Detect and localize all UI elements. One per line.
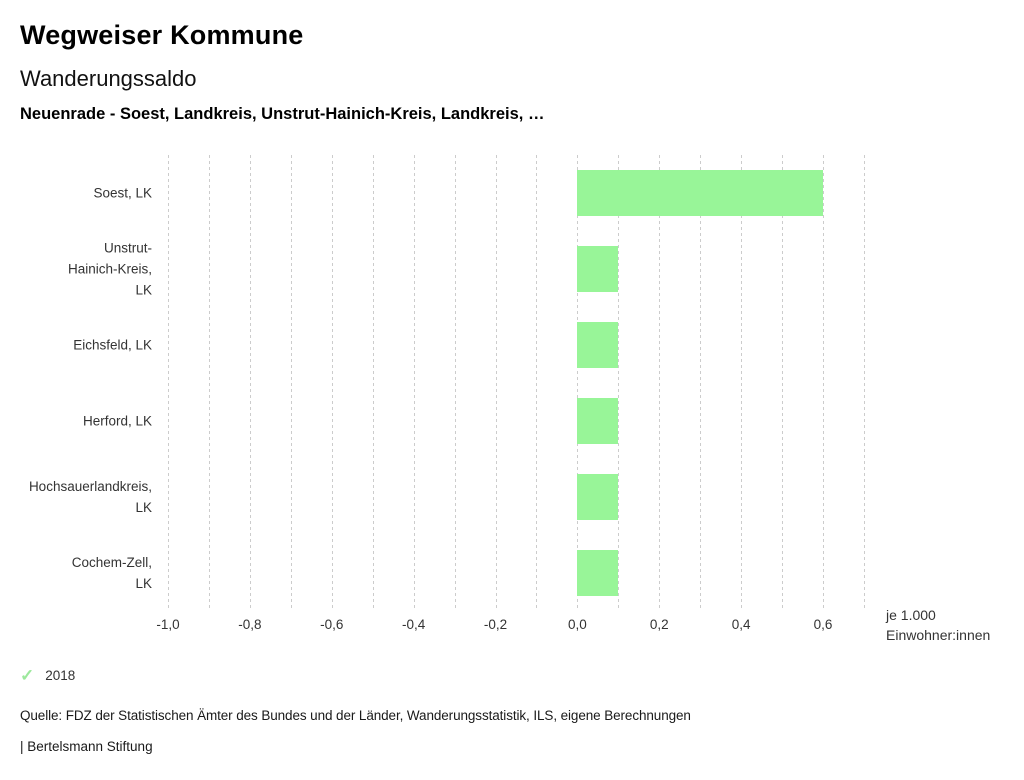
category-label: Cochem-Zell, LK [71,555,152,591]
category-label: Eichsfeld, LK [73,337,152,353]
bar-cochem-zell-lk[interactable] [577,550,619,596]
selection-breadcrumb: Neuenrade - Soest, Landkreis, Unstrut-Ha… [20,105,545,123]
bar-chart-plot-area: -1,0 -0,8 -0,6 -0,4 -0,2 0,0 0,2 0,4 0,6 [156,155,865,632]
category-label: Unstrut- Hainich-Kreis, LK [67,240,152,298]
bar-herford-lk[interactable] [577,398,619,444]
category-axis-labels: Soest, LK Unstrut- Hainich-Kreis, LK Eichsfe… [0,155,160,611]
x-axis-unit-label: je 1.000 Einwohner:innen [886,605,990,645]
gridline [372,155,374,611]
app-title: Wegweiser Kommune [20,20,304,50]
gridline [168,155,169,611]
x-tick-label: 0,4 [731,617,751,632]
x-tick-label: 0,0 [568,617,587,632]
gridline [536,155,538,611]
bar-hochsauerlandkreis-lk[interactable] [577,474,619,520]
x-axis-unit-line2: Einwohner:innen [886,627,991,643]
x-axis-unit-line1: je 1.000 [886,607,936,623]
category-label: Hochsauerlandkreis, LK [28,479,152,515]
source-text: Quelle: FDZ der Statistischen Ämter des … [20,708,691,723]
gridline [618,155,620,611]
gridline [700,155,702,611]
legend-item-2018[interactable]: ✓ 2018 [20,667,75,684]
bar-eichsfeld-lk[interactable] [577,322,619,368]
bar-unstrut-hainich-kreis-lk[interactable] [577,246,619,292]
bar-soest-lk[interactable] [577,170,824,216]
x-tick-label: -0,8 [238,617,262,632]
gridline [864,155,865,611]
gridline [741,155,743,611]
checkmark-icon: ✓ [20,666,35,685]
gridline [290,155,292,611]
category-label: Herford, LK [82,413,152,429]
gridline [413,155,415,611]
gridline [823,155,825,611]
x-tick-label: -0,4 [402,617,426,632]
gridline [577,155,579,611]
legend-year-label: 2018 [45,668,76,683]
page-title: Wanderungssaldo [20,66,197,91]
brand-text: | Bertelsmann Stiftung [20,739,153,754]
gridline [782,155,784,611]
gridline [249,155,251,611]
x-tick-label: -0,6 [320,617,344,632]
x-tick-label: 0,6 [813,617,833,632]
category-label: Soest, LK [93,185,152,201]
gridline [495,155,497,611]
x-tick-label: -0,2 [483,617,508,632]
gridline [331,155,333,611]
x-tick-label: 0,2 [649,617,669,632]
x-tick-label: -1,0 [156,617,180,632]
gridline [659,155,661,611]
gridline [208,155,210,611]
gridline [454,155,456,611]
